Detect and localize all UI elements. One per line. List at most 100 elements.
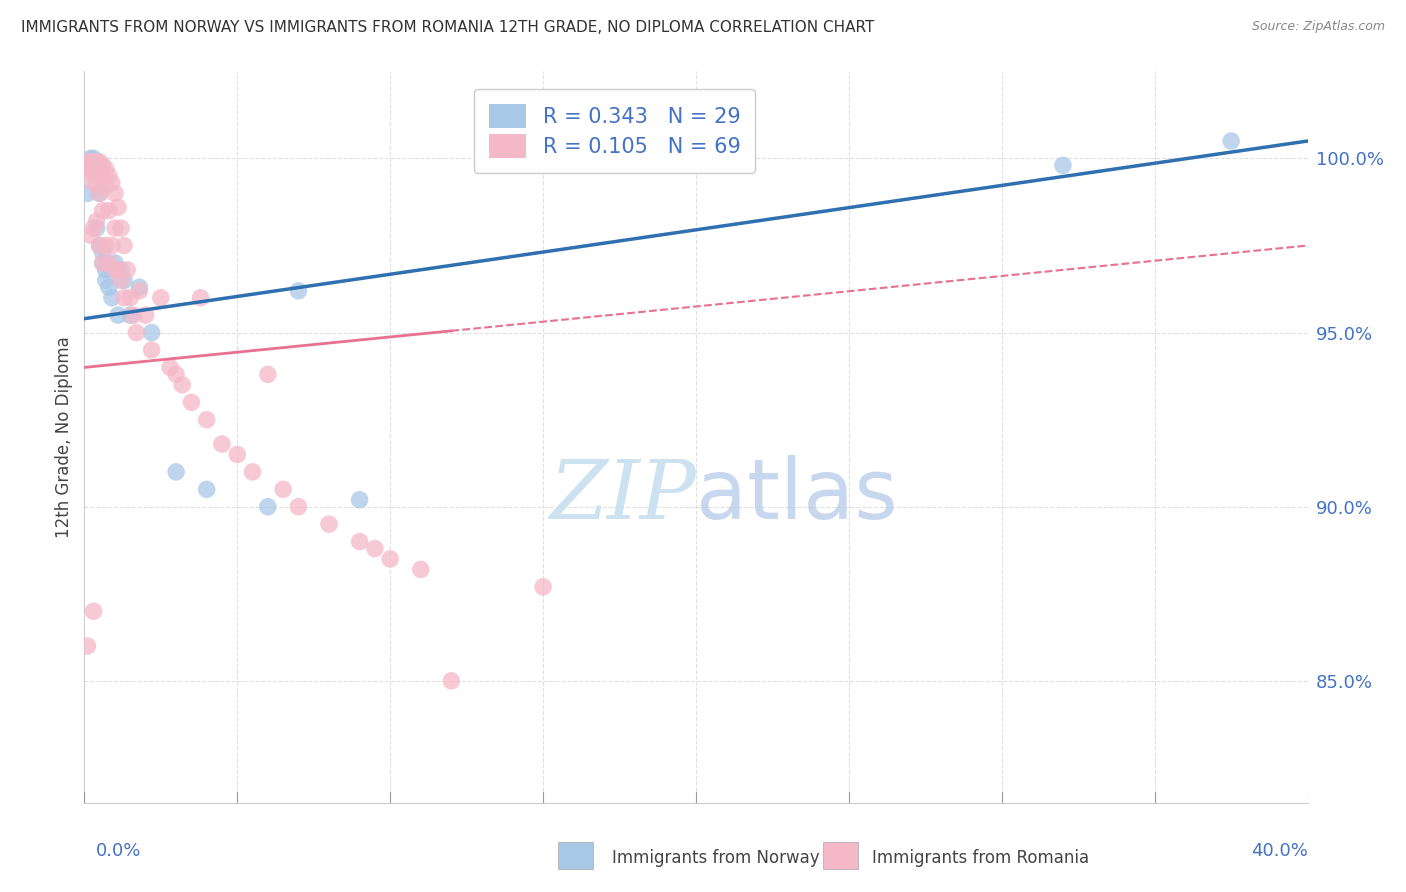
Point bbox=[104, 256, 127, 270]
Point bbox=[107, 308, 129, 322]
Point bbox=[97, 203, 120, 218]
Point bbox=[1220, 134, 1243, 148]
Point bbox=[86, 221, 108, 235]
Point bbox=[97, 169, 120, 183]
Text: ZIP: ZIP bbox=[550, 456, 696, 535]
Point bbox=[91, 169, 114, 183]
Point bbox=[89, 161, 111, 176]
Point bbox=[531, 580, 554, 594]
Point bbox=[120, 308, 142, 322]
Point bbox=[89, 186, 111, 201]
Point bbox=[83, 165, 105, 179]
Text: 0.0%: 0.0% bbox=[96, 842, 141, 860]
Point bbox=[242, 465, 264, 479]
Text: 40.0%: 40.0% bbox=[1251, 842, 1308, 860]
Point bbox=[159, 360, 181, 375]
Point bbox=[364, 541, 387, 556]
Point bbox=[91, 245, 114, 260]
Point bbox=[86, 155, 108, 169]
Point bbox=[83, 152, 105, 166]
Point bbox=[83, 221, 105, 235]
Point bbox=[83, 176, 105, 190]
Point bbox=[76, 639, 98, 653]
Point bbox=[94, 273, 117, 287]
Point bbox=[94, 161, 117, 176]
Bar bbox=[558, 842, 593, 869]
Point bbox=[101, 176, 124, 190]
Point bbox=[112, 273, 135, 287]
Point bbox=[104, 221, 127, 235]
Point bbox=[349, 534, 371, 549]
Point bbox=[107, 263, 129, 277]
Point bbox=[141, 343, 163, 357]
Point bbox=[83, 604, 105, 618]
Legend: R = 0.343   N = 29, R = 0.105   N = 69: R = 0.343 N = 29, R = 0.105 N = 69 bbox=[474, 89, 755, 173]
Point bbox=[271, 483, 294, 497]
Point bbox=[211, 437, 233, 451]
Point bbox=[115, 263, 138, 277]
Point bbox=[79, 165, 101, 179]
Point bbox=[94, 263, 117, 277]
Point bbox=[149, 291, 172, 305]
Point bbox=[91, 256, 114, 270]
Point bbox=[83, 158, 105, 172]
Point bbox=[180, 395, 202, 409]
Point bbox=[89, 238, 111, 252]
Point bbox=[89, 238, 111, 252]
Point bbox=[141, 326, 163, 340]
Point bbox=[104, 186, 127, 201]
Point bbox=[76, 161, 98, 176]
Point bbox=[1052, 158, 1074, 172]
Point bbox=[128, 280, 150, 294]
Point bbox=[440, 673, 463, 688]
Point bbox=[120, 291, 142, 305]
Text: IMMIGRANTS FROM NORWAY VS IMMIGRANTS FROM ROMANIA 12TH GRADE, NO DIPLOMA CORRELA: IMMIGRANTS FROM NORWAY VS IMMIGRANTS FRO… bbox=[21, 20, 875, 35]
Point bbox=[91, 256, 114, 270]
Point bbox=[86, 214, 108, 228]
Y-axis label: 12th Grade, No Diploma: 12th Grade, No Diploma bbox=[55, 336, 73, 538]
Point bbox=[79, 228, 101, 243]
Point bbox=[107, 200, 129, 214]
Point bbox=[91, 158, 114, 172]
Bar bbox=[823, 842, 858, 869]
Point bbox=[89, 155, 111, 169]
Point bbox=[79, 152, 101, 166]
Point bbox=[104, 263, 127, 277]
Point bbox=[79, 158, 101, 172]
Point bbox=[86, 176, 108, 190]
Text: Source: ZipAtlas.com: Source: ZipAtlas.com bbox=[1251, 20, 1385, 33]
Point bbox=[349, 492, 371, 507]
Point bbox=[83, 158, 105, 172]
Point bbox=[190, 291, 212, 305]
Point bbox=[94, 238, 117, 252]
Point bbox=[257, 368, 280, 382]
Point bbox=[94, 179, 117, 194]
Text: Immigrants from Norway: Immigrants from Norway bbox=[612, 849, 820, 867]
Point bbox=[76, 155, 98, 169]
Point bbox=[128, 284, 150, 298]
Point bbox=[318, 517, 340, 532]
Point bbox=[165, 465, 187, 479]
Point bbox=[86, 161, 108, 176]
Point bbox=[76, 186, 98, 201]
Point bbox=[195, 483, 218, 497]
Point bbox=[195, 412, 218, 426]
Point bbox=[101, 291, 124, 305]
Text: atlas: atlas bbox=[696, 455, 897, 536]
Point bbox=[172, 377, 194, 392]
Point bbox=[89, 186, 111, 201]
Point bbox=[135, 308, 157, 322]
Point bbox=[287, 284, 309, 298]
Point bbox=[287, 500, 309, 514]
Point bbox=[110, 263, 132, 277]
Text: Immigrants from Romania: Immigrants from Romania bbox=[872, 849, 1088, 867]
Point bbox=[97, 280, 120, 294]
Point bbox=[380, 552, 402, 566]
Point bbox=[83, 155, 105, 169]
Point bbox=[122, 308, 145, 322]
Point bbox=[110, 273, 132, 287]
Point bbox=[257, 500, 280, 514]
Point bbox=[110, 221, 132, 235]
Point bbox=[79, 158, 101, 172]
Point bbox=[79, 155, 101, 169]
